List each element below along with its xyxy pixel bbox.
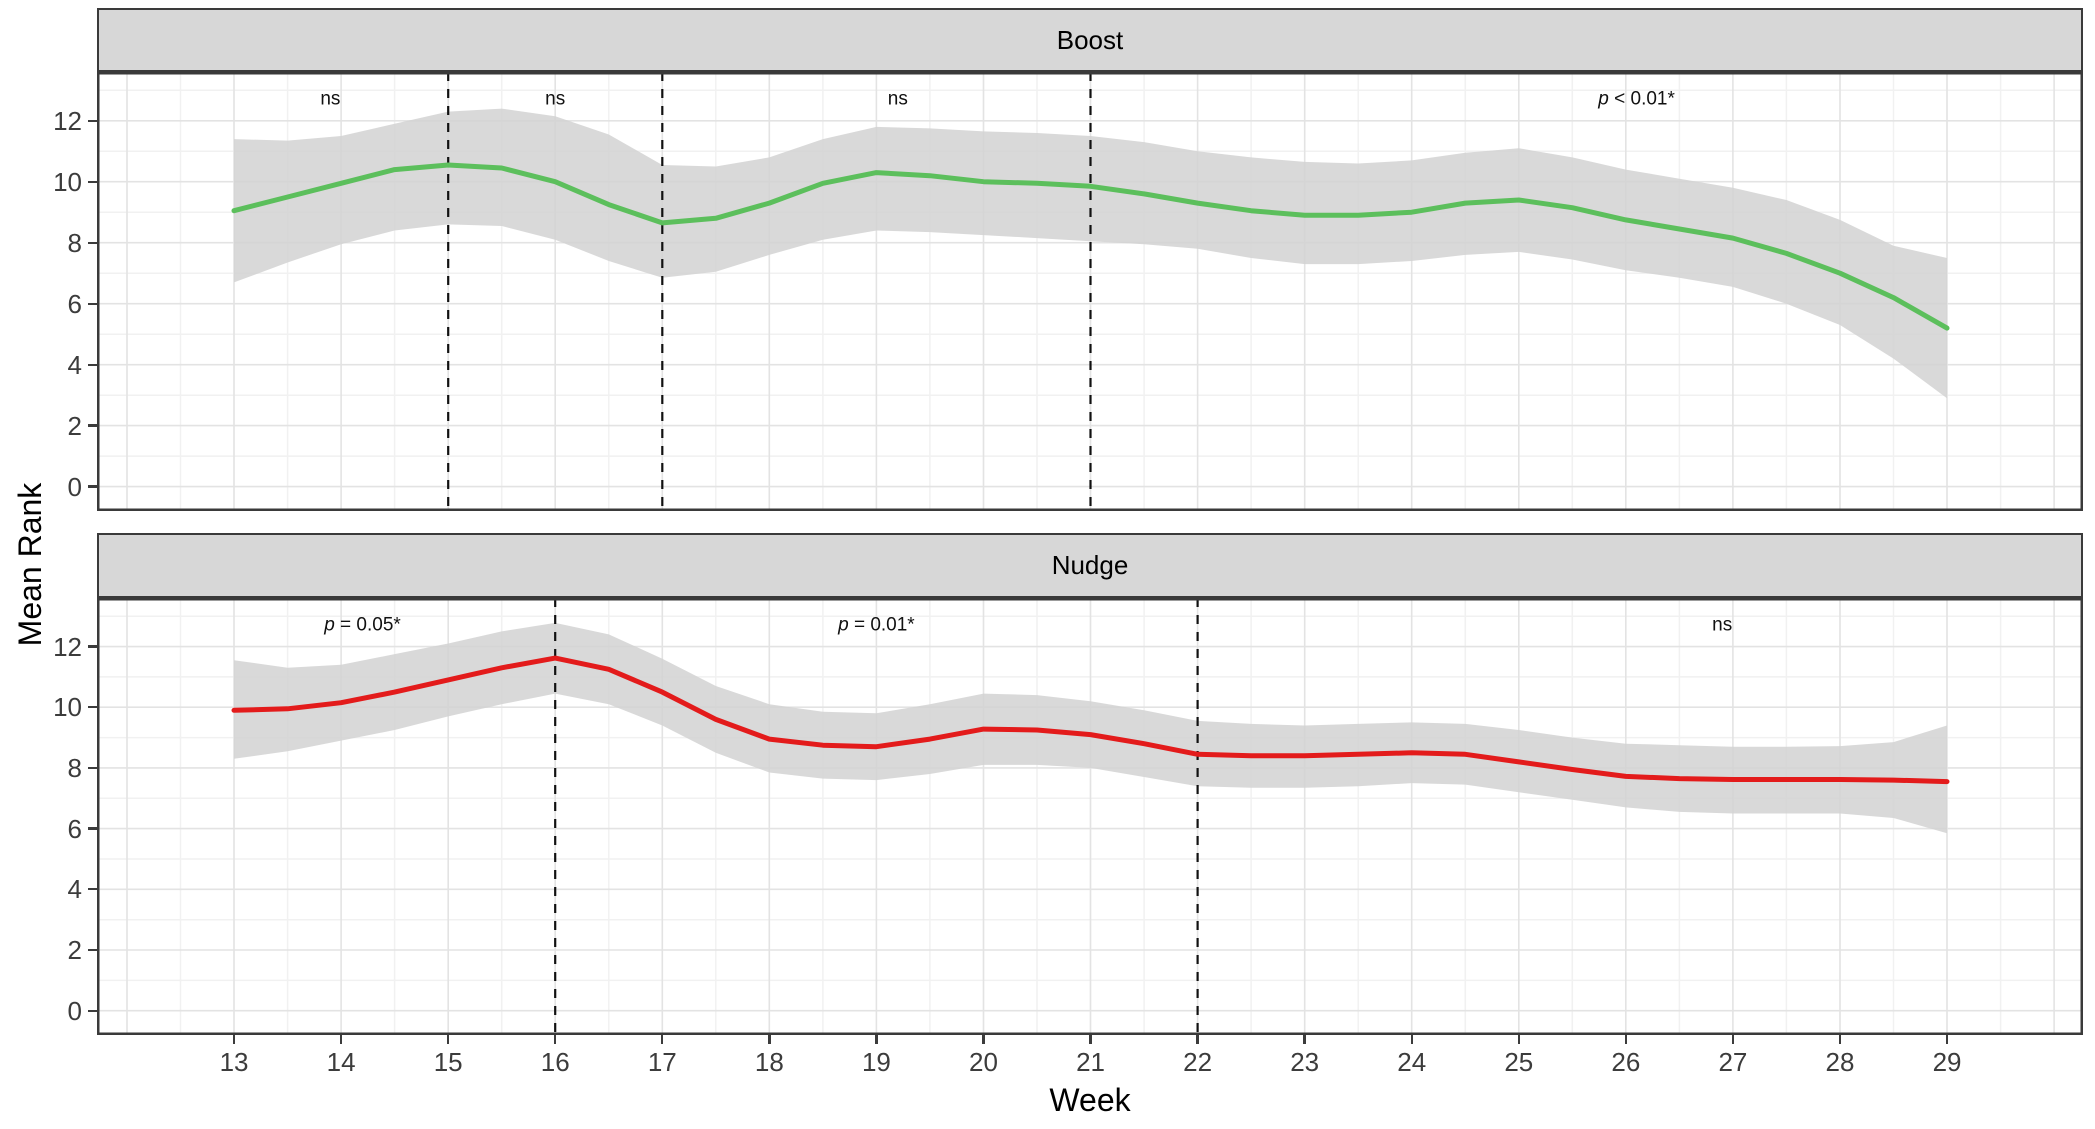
y-tick-mark [88,645,97,648]
x-tick-label: 19 [861,1047,891,1077]
y-tick-mark [88,485,97,488]
y-tick-label: 0 [67,995,82,1026]
y-tick-label: 4 [67,349,82,380]
x-tick-label: 24 [1397,1047,1427,1077]
x-tick-label: 25 [1504,1047,1534,1077]
x-tick-label: 15 [433,1047,463,1077]
x-tick-label: 17 [647,1047,677,1077]
x-tick-mark [1624,1035,1628,1044]
x-tick-mark [1945,1035,1949,1044]
x-tick-mark [232,1035,236,1044]
x-tick-label: 14 [326,1047,356,1077]
x-tick-mark [339,1035,343,1044]
y-tick-mark [88,302,97,305]
y-tick-mark [88,766,97,770]
x-tick-label: 13 [219,1047,249,1077]
x-tick-mark [446,1035,450,1044]
y-tick-label: 8 [67,752,82,783]
significance-annotation: p = 0.01* [837,614,915,635]
x-tick-label: 22 [1183,1047,1213,1077]
x-axis-title: Week [1049,1082,1131,1118]
panel-border [97,72,2083,511]
y-tick-label: 4 [67,874,82,905]
trend-line-boost [231,162,1950,331]
y-tick-mark [88,424,97,427]
facet-strip-nudge-label: Nudge [1051,550,1129,580]
x-tick-label: 20 [969,1047,998,1077]
y-tick-label: 12 [53,105,82,136]
panel-nudge-plot: p = 0.05* p = 0.01* ns [97,598,2083,1035]
panel-boost-plot: ns ns ns p < 0.01* [97,72,2083,511]
x-tick-mark [1731,1035,1735,1044]
significance-annotation: ns [320,88,340,109]
y-tick-label: 2 [67,410,82,441]
y-tick-label: 8 [67,227,82,258]
significance-annotation: ns [888,88,908,109]
x-tick-label: 16 [540,1047,570,1077]
x-tick-mark [1303,1035,1306,1044]
significance-annotation: ns [1712,614,1732,635]
y-tick-mark [88,1009,97,1012]
x-tick-label: 23 [1290,1047,1320,1077]
y-tick-mark [88,180,97,183]
y-tick-mark [88,119,97,122]
y-tick-label: 10 [53,692,82,723]
x-tick-mark [1410,1035,1413,1044]
facet-strip-boost-label: Boost [1056,24,1124,55]
facet-strip-boost: Boost [97,8,2083,72]
y-tick-mark [88,363,97,366]
y-tick-mark [88,241,97,244]
significance-annotation: p = 0.05* [323,614,401,635]
x-tick-mark [554,1035,557,1044]
x-tick-mark [875,1035,878,1044]
x-tick-label: 21 [1076,1047,1105,1077]
x-tick-label: 28 [1825,1047,1855,1077]
y-tick-mark [88,706,97,709]
x-tick-mark [1838,1035,1842,1044]
significance-annotation: p < 0.01* [1597,88,1675,109]
x-tick-mark [768,1035,771,1044]
x-tick-mark [982,1035,985,1044]
y-tick-label: 6 [67,813,82,844]
x-tick-label: 18 [754,1047,784,1077]
x-tick-mark [1196,1035,1199,1044]
y-tick-label: 2 [67,935,82,965]
confidence-ribbon-nudge [234,622,1947,834]
x-tick-label: 29 [1932,1047,1962,1077]
y-tick-mark [88,827,97,830]
x-tick-label: 26 [1611,1047,1641,1077]
y-tick-label: 12 [53,631,82,662]
y-tick-label: 10 [53,166,82,197]
x-tick-label: 27 [1718,1047,1748,1077]
y-tick-label: 0 [67,471,82,502]
significance-annotation: ns [545,88,565,109]
panel-border [97,598,2083,1035]
y-tick-mark [88,888,97,891]
x-tick-mark [1089,1035,1092,1044]
facet-strip-nudge: Nudge [97,533,2083,598]
trend-line-nudge [231,655,1950,785]
x-tick-mark [1517,1035,1520,1044]
y-tick-label: 6 [67,288,82,319]
x-tick-mark [661,1035,664,1044]
y-tick-mark [88,948,97,952]
